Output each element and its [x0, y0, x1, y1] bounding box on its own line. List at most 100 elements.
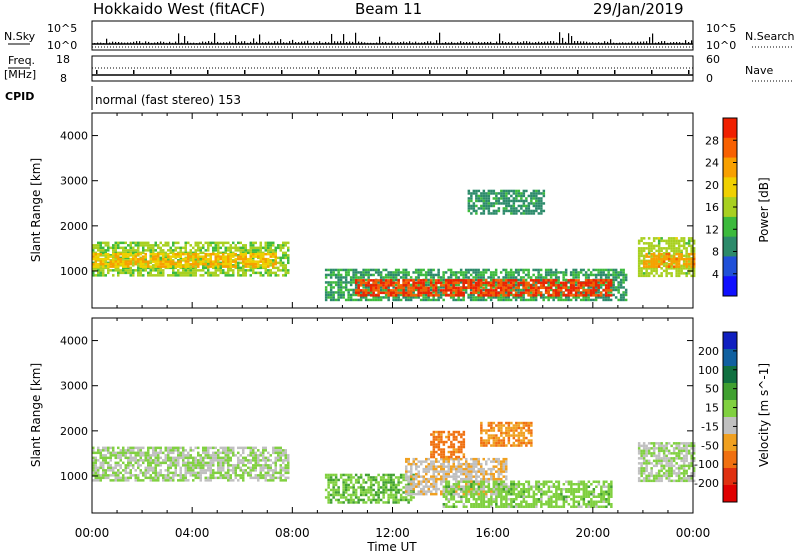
- heatmap-cell: [655, 237, 658, 240]
- heatmap-cell: [329, 488, 333, 492]
- heatmap-cell: [99, 451, 102, 455]
- heatmap-cell: [599, 281, 603, 285]
- heatmap-cell: [232, 464, 235, 467]
- heatmap-cell: [504, 289, 508, 292]
- heatmap-cell: [582, 268, 585, 272]
- heatmap-cell: [450, 475, 453, 478]
- heatmap-cell: [462, 284, 465, 287]
- freq-mark: [577, 70, 579, 74]
- heatmap-cell: [124, 464, 127, 467]
- heatmap-cell: [347, 291, 350, 294]
- heatmap-cell: [392, 483, 395, 487]
- heatmap-cell: [374, 284, 378, 287]
- heatmap-cell: [174, 246, 177, 250]
- heatmap-cell: [589, 273, 593, 277]
- heatmap-cell: [685, 252, 688, 255]
- heatmap-cell: [92, 456, 95, 460]
- nsky-right-tick-top: 10^5: [706, 22, 736, 35]
- heatmap-cell: [640, 249, 643, 253]
- heatmap-cell: [169, 446, 172, 450]
- heatmap-cell: [572, 271, 575, 274]
- heatmap-cell: [447, 284, 450, 287]
- heatmap-cell: [647, 262, 651, 265]
- heatmap-cell: [337, 286, 340, 289]
- heatmap-cell: [614, 278, 618, 282]
- heatmap-cell: [502, 276, 505, 279]
- heatmap-cell: [272, 262, 275, 266]
- heatmap-cell: [122, 474, 125, 477]
- heatmap-cell: [477, 294, 480, 297]
- heatmap-cell: [579, 294, 583, 297]
- heatmap-cell: [439, 293, 443, 297]
- heatmap-cell: [517, 296, 520, 299]
- heatmap-cell: [427, 487, 430, 491]
- heatmap-cell: [134, 262, 137, 266]
- heatmap-cell: [462, 298, 465, 302]
- heatmap-cell: [242, 459, 245, 462]
- heatmap-cell: [612, 271, 615, 274]
- heatmap-cell: [192, 474, 195, 477]
- heatmap-cell: [457, 271, 460, 274]
- heatmap-cell: [157, 246, 160, 250]
- heatmap-cell: [192, 257, 195, 261]
- heatmap-cell: [262, 466, 265, 470]
- heatmap-cell: [692, 239, 696, 243]
- heatmap-cell: [675, 257, 678, 261]
- heatmap-cell: [197, 244, 200, 247]
- heatmap-cell: [567, 279, 570, 282]
- heatmap-cell: [117, 464, 120, 467]
- heatmap-cell: [462, 281, 465, 285]
- heatmap-cell: [517, 278, 520, 282]
- heatmap-cell: [134, 446, 137, 450]
- heatmap-cell: [152, 471, 155, 475]
- heatmap-cell: [589, 281, 593, 285]
- heatmap-cell: [152, 244, 155, 247]
- heatmap-cell: [102, 476, 105, 480]
- heatmap-cell: [157, 471, 160, 475]
- heatmap-cell: [222, 260, 225, 263]
- heatmap-cell: [389, 294, 393, 297]
- heatmap-cell: [607, 296, 610, 299]
- heatmap-cell: [609, 273, 613, 277]
- heatmap-cell: [139, 456, 142, 460]
- heatmap-cell: [379, 296, 383, 299]
- heatmap-cell: [169, 251, 172, 255]
- heatmap-cell: [552, 271, 555, 274]
- heatmap-cell: [117, 241, 120, 245]
- heatmap-cell: [527, 276, 530, 279]
- heatmap-cell: [497, 296, 500, 299]
- heatmap-cell: [222, 262, 225, 266]
- heatmap-cell: [239, 454, 242, 457]
- heatmap-cell: [387, 498, 390, 502]
- heatmap-cell: [399, 288, 403, 292]
- heatmap-cell: [642, 254, 646, 258]
- heatmap-cell: [182, 464, 185, 467]
- heatmap-cell: [234, 265, 237, 268]
- heatmap-cell: [117, 269, 120, 272]
- heatmap-cell: [237, 257, 240, 261]
- heatmap-cell: [179, 274, 182, 277]
- heatmap-cell: [269, 259, 272, 262]
- heatmap-cell: [454, 283, 458, 287]
- heatmap-cell: [222, 257, 225, 261]
- heatmap-cell: [409, 276, 413, 279]
- heatmap-cell: [517, 268, 520, 272]
- heatmap-cell: [242, 266, 245, 270]
- heatmap-cell: [535, 204, 538, 208]
- heatmap-cell: [162, 249, 165, 252]
- heatmap-cell: [129, 459, 132, 462]
- heatmap-cell: [97, 471, 100, 475]
- heatmap-cell: [662, 239, 666, 243]
- heatmap-cell: [257, 252, 260, 256]
- heatmap-cell: [594, 289, 598, 292]
- heatmap-cell: [472, 284, 475, 287]
- heatmap-cell: [119, 454, 122, 457]
- heatmap-cell: [562, 271, 565, 274]
- heatmap-cell: [399, 476, 403, 479]
- heatmap-cell: [527, 291, 530, 295]
- heatmap-cell: [494, 296, 498, 299]
- heatmap-cell: [607, 291, 610, 294]
- heatmap-cell: [424, 289, 428, 292]
- heatmap-cell: [497, 279, 500, 282]
- heatmap-cell: [184, 252, 187, 256]
